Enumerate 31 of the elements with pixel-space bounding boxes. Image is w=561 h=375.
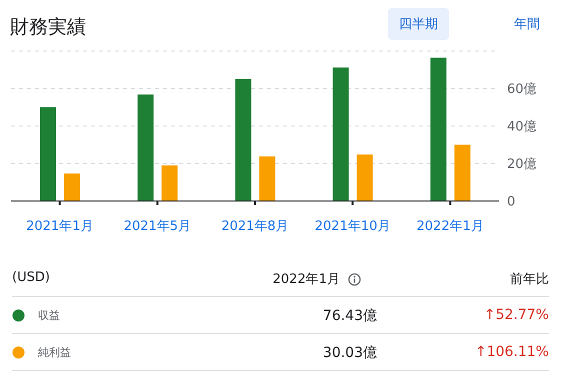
bar: [259, 156, 276, 201]
bar: [138, 94, 154, 201]
text: ↑106.11%: [474, 344, 549, 360]
text: 30.03億: [322, 344, 377, 362]
bar: [356, 154, 373, 201]
bar: [235, 78, 252, 201]
x-tick-label: 2022年1月: [416, 219, 484, 234]
text: 四半期: [388, 8, 449, 40]
x-tick-label: 2021年8月: [221, 219, 289, 234]
legend-label: 収益: [38, 308, 60, 323]
legend-label: 純利益: [38, 345, 71, 360]
text: (USD): [12, 270, 50, 285]
y-tick-label: 60億: [507, 82, 537, 98]
text: ↑52.77%: [484, 307, 549, 323]
y-tick-label: 20億: [507, 157, 537, 172]
x-tick-label: 2021年5月: [124, 219, 192, 234]
bar: [332, 68, 349, 201]
bar: [454, 144, 470, 201]
bar: [162, 165, 178, 201]
text: 前年比: [510, 271, 549, 288]
x-tick-label: 2021年1月: [26, 219, 94, 234]
y-tick-label: 0: [507, 194, 516, 210]
x-tick-label: 2021年10月: [314, 219, 390, 234]
text: 2022年1月: [272, 271, 341, 288]
bar: [430, 58, 446, 201]
bar: [40, 107, 56, 201]
text: 年間: [513, 16, 541, 34]
y-tick-label: 40億: [507, 120, 537, 135]
bar: [64, 173, 80, 201]
text: 76.43億: [322, 307, 377, 325]
chart-title: 財務実績: [10, 15, 86, 40]
